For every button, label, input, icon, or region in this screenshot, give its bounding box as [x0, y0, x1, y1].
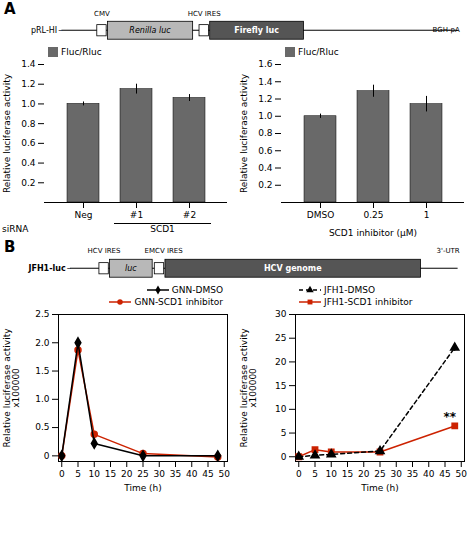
svg-text:1.5: 1.5 — [35, 366, 49, 376]
svg-text:40: 40 — [423, 469, 435, 479]
svg-text:15: 15 — [342, 469, 353, 479]
svg-text:pRL-HI: pRL-HI — [31, 26, 57, 35]
svg-text:3'-UTR: 3'-UTR — [437, 247, 460, 255]
svg-text:A: A — [4, 0, 16, 18]
html-text:SCD1: SCD1 — [150, 224, 175, 234]
svg-text:2.5: 2.5 — [35, 309, 49, 319]
svg-text:30: 30 — [391, 469, 403, 479]
svg-text:10: 10 — [89, 469, 101, 479]
svg-text:25: 25 — [374, 469, 385, 479]
svg-text:0.5: 0.5 — [35, 422, 49, 432]
svg-text:0.2: 0.2 — [21, 178, 35, 188]
svg-text:Relative luciferase activity: Relative luciferase activity — [239, 73, 249, 193]
svg-text:Firefly luc: Firefly luc — [234, 26, 279, 35]
svg-text:Neg: Neg — [75, 210, 93, 220]
svg-text:0.8: 0.8 — [258, 128, 273, 138]
svg-text:**: ** — [444, 410, 457, 424]
svg-text:0.6: 0.6 — [21, 138, 36, 148]
svg-text:B: B — [4, 238, 15, 256]
svg-text:1.0: 1.0 — [21, 99, 36, 109]
svg-text:1.4: 1.4 — [258, 77, 273, 87]
html-text:siRNA: siRNA — [2, 224, 29, 234]
svg-text:25: 25 — [275, 333, 286, 343]
svg-text:0: 0 — [44, 451, 50, 461]
svg-text:HCV genome: HCV genome — [264, 264, 322, 273]
svg-text:–: – — [67, 264, 71, 273]
svg-text:0.4: 0.4 — [258, 163, 273, 173]
svg-text:SCD1 inhibitor (μM): SCD1 inhibitor (μM) — [329, 228, 417, 238]
svg-text:luc: luc — [125, 264, 137, 273]
html-text:JFH1-DMSO: JFH1-DMSO — [324, 285, 376, 295]
svg-text:Relative luciferase activityx1: Relative luciferase activityx100000 — [239, 328, 258, 448]
svg-text:–: – — [58, 26, 62, 35]
svg-text:Relative luciferase activity: Relative luciferase activity — [2, 73, 12, 193]
html-text:Fluc/Rluc: Fluc/Rluc — [298, 47, 339, 57]
svg-text:HCV IRES: HCV IRES — [188, 10, 222, 18]
svg-text:2.0: 2.0 — [35, 338, 50, 348]
svg-text:DMSO: DMSO — [307, 210, 335, 220]
svg-text:50: 50 — [456, 469, 468, 479]
svg-text:EMCV IRES: EMCV IRES — [145, 247, 184, 255]
svg-text:10: 10 — [275, 404, 287, 414]
svg-text:10: 10 — [326, 469, 338, 479]
svg-text:45: 45 — [202, 469, 213, 479]
svg-text:15: 15 — [105, 469, 116, 479]
svg-text:50: 50 — [219, 469, 231, 479]
svg-text:1.6: 1.6 — [258, 59, 273, 69]
svg-text:1.0: 1.0 — [258, 111, 273, 121]
svg-text:35: 35 — [407, 469, 418, 479]
svg-text:1.0: 1.0 — [35, 394, 50, 404]
svg-text:0.25: 0.25 — [363, 210, 383, 220]
svg-text:BGH-pA: BGH-pA — [433, 26, 460, 34]
svg-text:40: 40 — [186, 469, 198, 479]
svg-text:CMV: CMV — [94, 10, 110, 18]
svg-text:1.2: 1.2 — [258, 94, 272, 104]
html-text:Fluc/Rluc: Fluc/Rluc — [61, 47, 102, 57]
svg-text:25: 25 — [137, 469, 148, 479]
svg-text:0.2: 0.2 — [258, 180, 272, 190]
svg-text:0.6: 0.6 — [258, 146, 273, 156]
svg-text:#1: #1 — [130, 210, 143, 220]
svg-text:5: 5 — [312, 469, 318, 479]
svg-text:20: 20 — [121, 469, 133, 479]
svg-text:1.2: 1.2 — [21, 79, 35, 89]
svg-text:30: 30 — [275, 309, 287, 319]
html-text:GNN-SCD1 inhibitor: GNN-SCD1 inhibitor — [134, 297, 223, 307]
html-text:GNN-DMSO: GNN-DMSO — [171, 285, 223, 295]
svg-text:Relative luciferase activityx1: Relative luciferase activityx100000 — [2, 328, 21, 448]
html-text:JFH1-SCD1 inhibitor: JFH1-SCD1 inhibitor — [324, 297, 413, 307]
svg-text:Time (h): Time (h) — [123, 483, 162, 493]
svg-text:Renilla luc: Renilla luc — [129, 26, 171, 35]
svg-text:5: 5 — [75, 469, 81, 479]
svg-text:5: 5 — [281, 428, 287, 438]
svg-text:15: 15 — [275, 381, 286, 391]
svg-text:0: 0 — [296, 469, 302, 479]
svg-text:1.4: 1.4 — [21, 59, 36, 69]
svg-text:0.4: 0.4 — [21, 158, 36, 168]
svg-text:30: 30 — [154, 469, 166, 479]
svg-text:35: 35 — [170, 469, 181, 479]
svg-text:0: 0 — [59, 469, 65, 479]
svg-text:0.8: 0.8 — [21, 119, 36, 129]
svg-text:0: 0 — [281, 452, 287, 462]
svg-text:20: 20 — [275, 357, 287, 367]
svg-text:20: 20 — [358, 469, 370, 479]
svg-text:1: 1 — [424, 210, 430, 220]
svg-text:HCV IRES: HCV IRES — [88, 247, 122, 255]
svg-text:Time (h): Time (h) — [360, 483, 399, 493]
svg-text:#2: #2 — [183, 210, 196, 220]
svg-text:45: 45 — [439, 469, 450, 479]
svg-text:JFH1-luc: JFH1-luc — [27, 264, 65, 273]
